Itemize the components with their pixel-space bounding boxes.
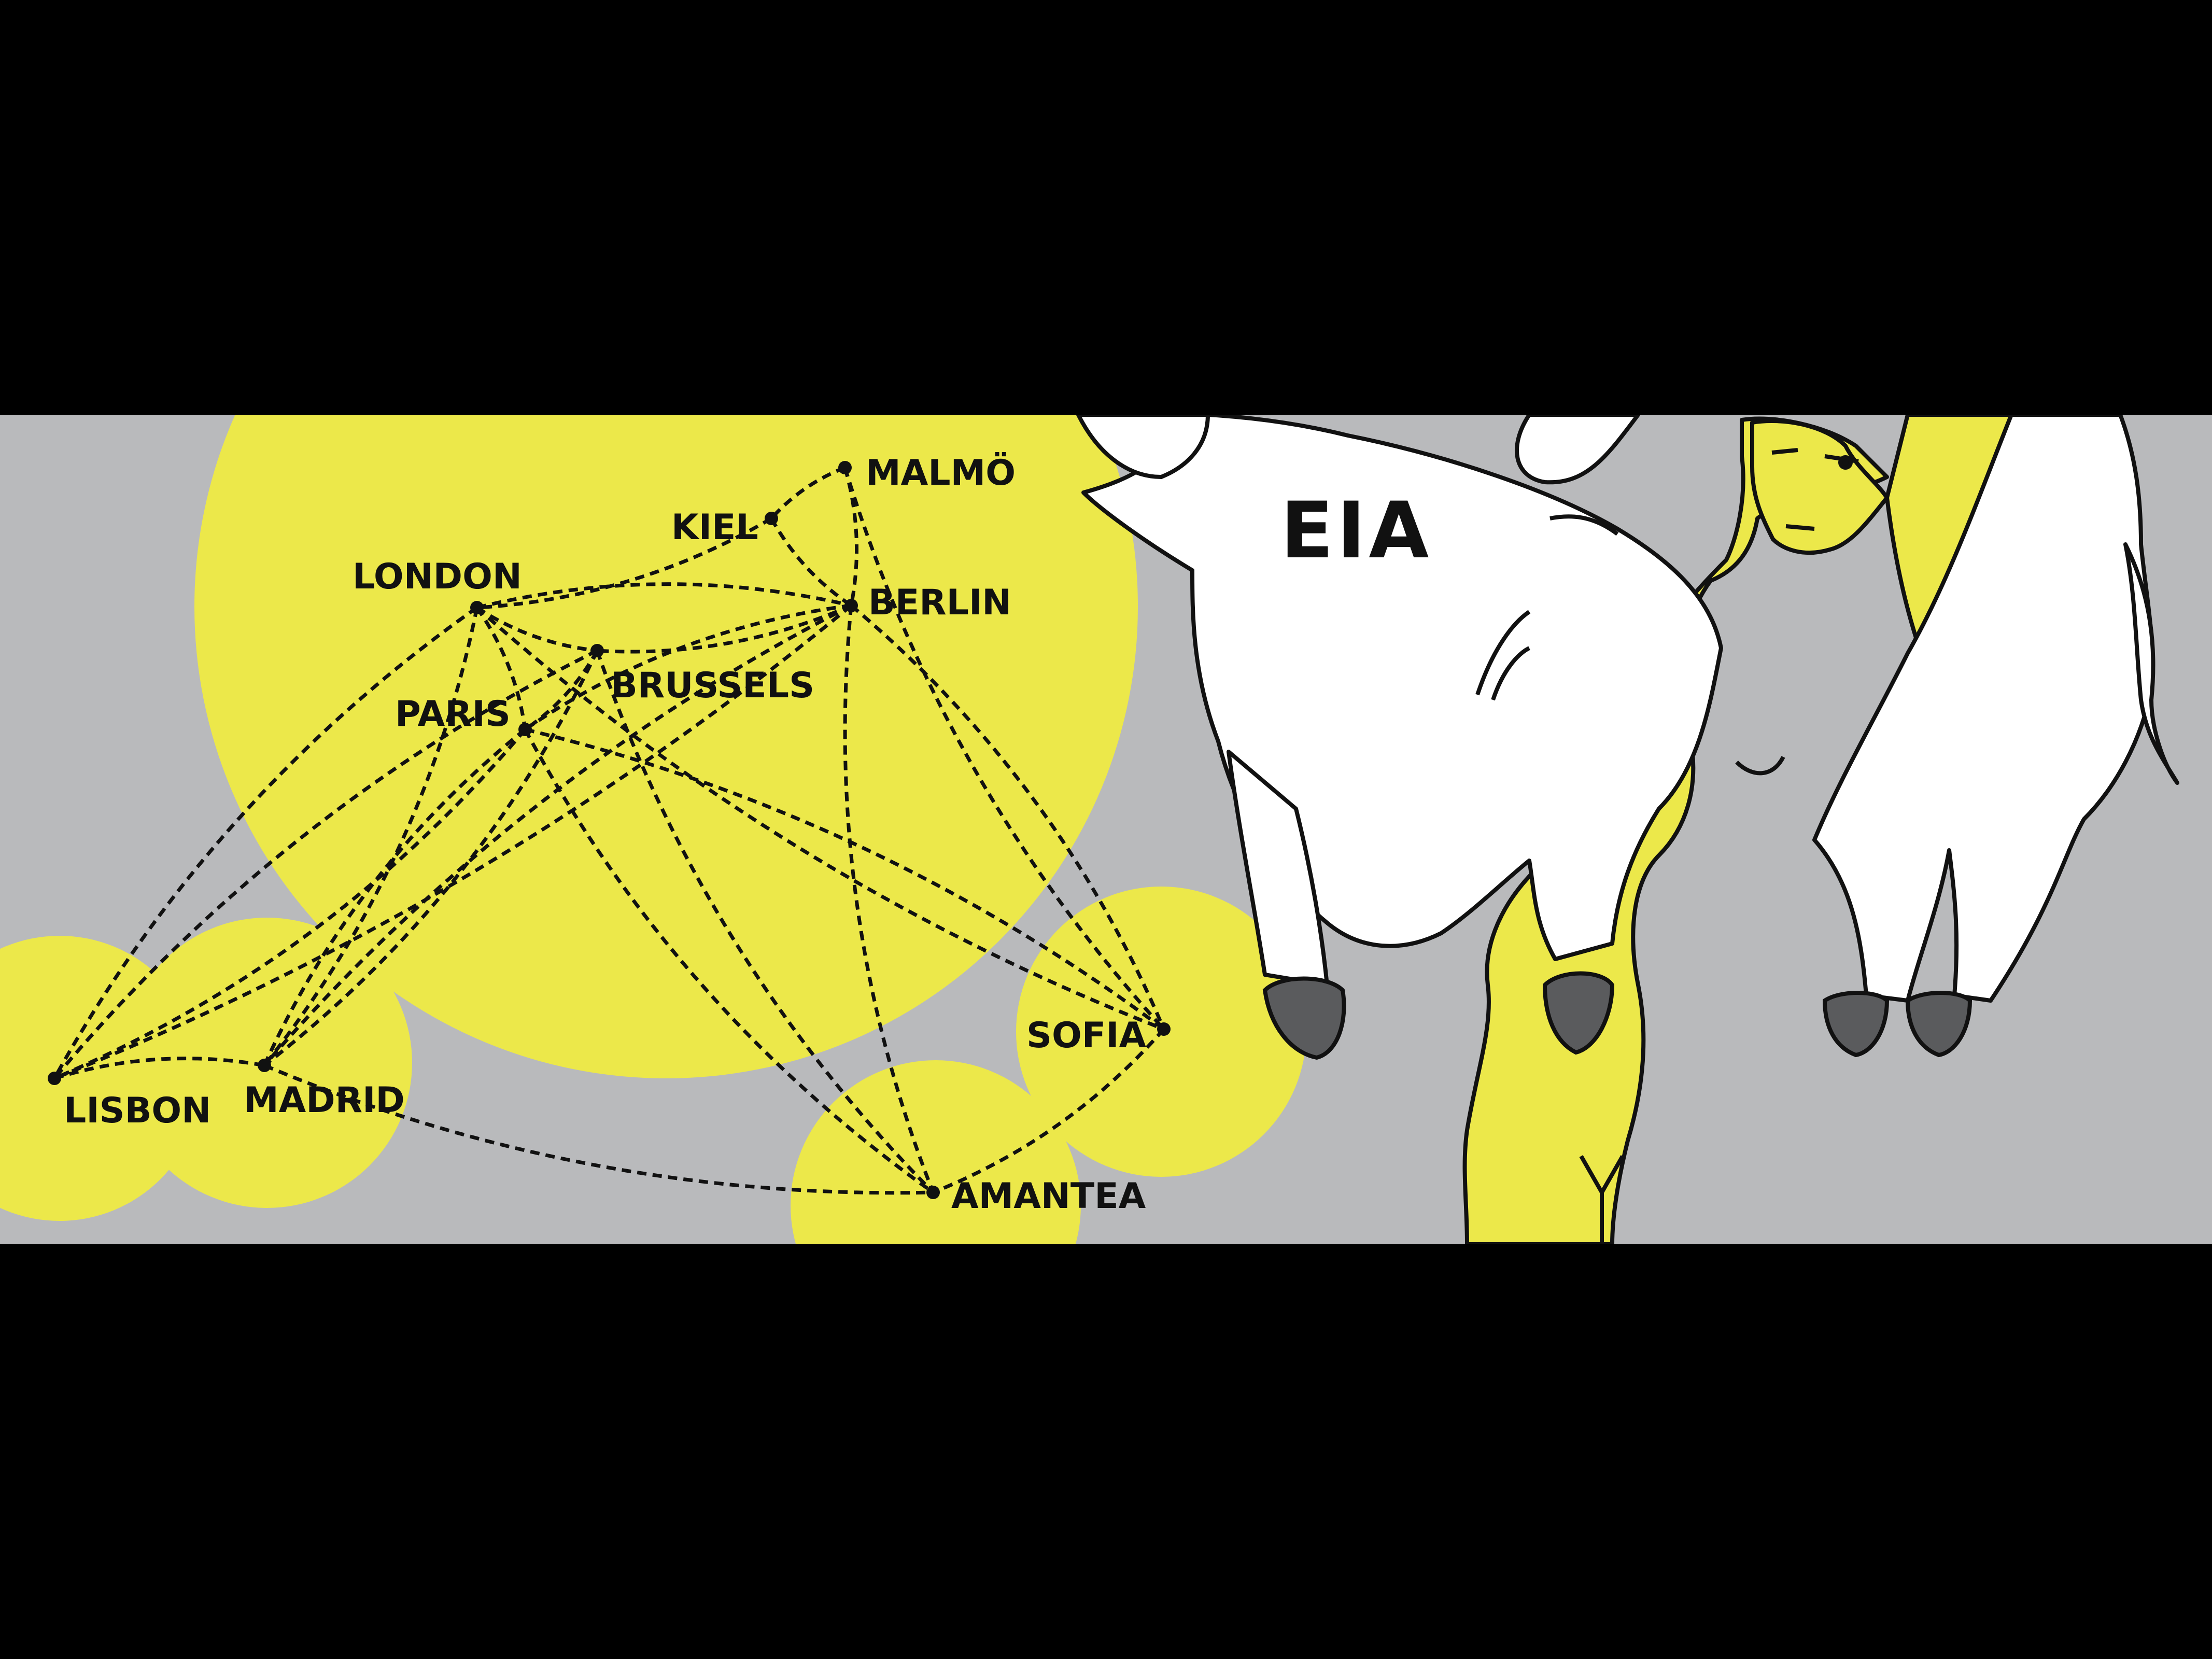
route-brussels-paris [524,650,599,731]
route-malmo-sofia [843,467,1165,1031]
city-dot-madrid [258,1059,271,1072]
route-berlin-amantea [843,605,935,1193]
bull-head [1081,415,1723,961]
route-london-lisbon [52,606,478,1079]
europa-detail [1579,1155,1625,1244]
eia-stamp: EIA [1280,486,1432,576]
hoof-icon [1542,971,1615,1055]
city-label-paris: PARIS [395,694,511,735]
route-london-sofia [475,606,1165,1031]
region-highlights [0,415,1306,1244]
europa-mouth [1785,524,1815,531]
city-label-london: LONDON [353,556,522,597]
bull-hooves [1262,971,1973,1060]
city-dot-brussels [590,644,604,657]
route-paris-lisbon [53,728,527,1080]
bull-front-leg [1227,750,1329,987]
route-london-madrid [263,607,479,1067]
route-london-paris [475,606,527,730]
europa-breast [1735,756,1785,776]
city-label-kiel: KIEL [671,507,758,548]
city-dot-amantea [926,1186,940,1199]
europa-eye-left [1771,448,1798,455]
city-dot-london [470,601,484,614]
bull-nostril-inner [1491,646,1530,701]
city-dot-berlin [844,599,858,612]
bull-horn-right [1515,415,1640,485]
route-london-brussels [476,606,598,653]
bull-tail [2123,542,2179,785]
route-london-berlin [476,582,852,610]
city-label-berlin: BERLIN [868,582,1011,623]
route-paris-amantea [523,728,935,1194]
city-label-lisbon: LISBON [64,1090,211,1131]
route-paris-madrid [262,728,527,1066]
hoof-icon [1262,976,1346,1060]
route-brussels-madrid [263,650,599,1067]
route-malmo-kiel [770,466,846,520]
city-dot-sofia [1157,1022,1171,1036]
city-label-madrid: MADRID [244,1080,405,1121]
route-kiel-london [476,516,772,610]
hoof-icon [1905,991,1973,1058]
city-dot-kiel [765,512,778,525]
route-berlin-madrid [263,603,852,1067]
city-dot-malmo [838,461,852,474]
route-berlin-lisbon [53,604,853,1080]
route-sofia-amantea [932,1028,1165,1194]
route-lines [52,466,1166,1195]
city-nodes: MALMÖ KIEL LONDON BERLIN BRUSSELS PARIS SOFIA L… [48,452,1171,1217]
route-berlin-sofia [850,604,1166,1030]
route-brussels-amantea [595,650,935,1194]
bull-nostril [1475,610,1531,696]
bull-figure [1076,415,2179,1003]
route-berlin-paris [524,603,852,731]
region-amantea-blob [791,1060,1081,1244]
bull-horn-left [1076,415,1210,479]
city-label-brussels: BRUSSELS [611,665,814,706]
route-madrid-amantea [263,1063,934,1195]
city-dot-paris [518,723,532,736]
europa-face [1750,419,1889,555]
europa-pupil [1838,455,1853,470]
city-label-amantea: AMANTEA [951,1176,1146,1217]
bull-brow [1549,514,1619,536]
hoof-icon [1822,991,1890,1058]
route-berlin-brussels [597,603,852,654]
city-label-malmo: MALMÖ [866,452,1016,494]
route-brussels-lisbon [53,649,598,1080]
city-label-sofia: SOFIA [1026,1015,1147,1056]
city-dot-lisbon [48,1072,61,1085]
